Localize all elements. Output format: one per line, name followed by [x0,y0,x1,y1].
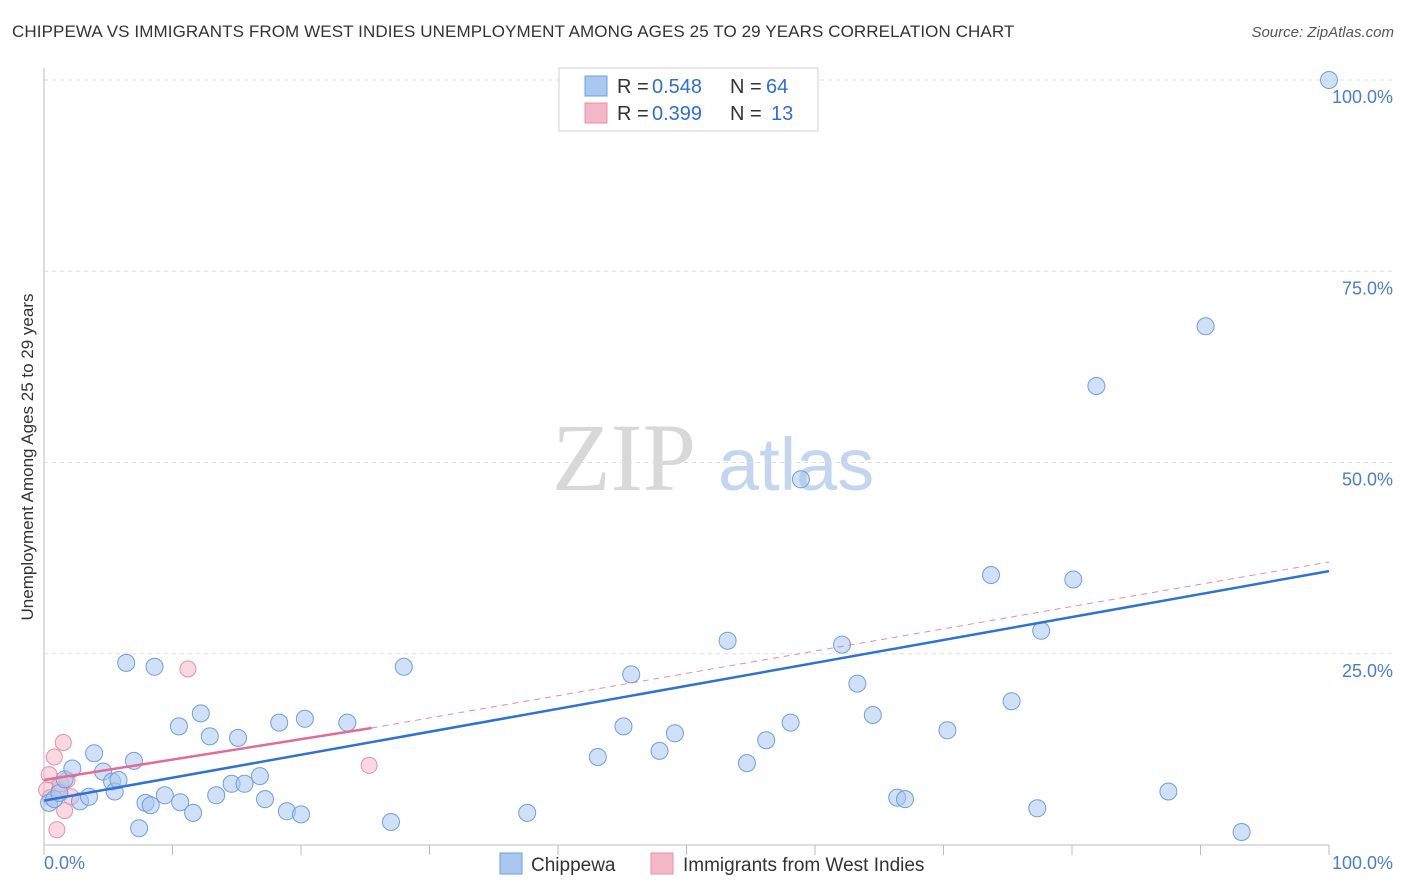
chippewa-point-7 [85,744,104,763]
chippewa-point-38 [588,748,607,766]
legend-n-label-west-indies: N = [730,103,762,125]
chippewa-point-33 [295,709,314,728]
y-tick-label-2: 75.0% [1342,278,1393,298]
chippewa-point-37 [518,803,537,822]
chippewa-point-19 [169,717,188,736]
west-indies-trend-line [43,726,372,782]
watermark: ZIP atlas [552,404,874,511]
chippewa-point-21 [184,803,203,822]
west-indies-point-12 [360,756,378,774]
chippewa-point-56 [1028,799,1047,818]
chippewa-point-42 [665,724,684,743]
legend-swatch-west-indies [584,102,608,124]
legend-r-label-chippewa: R = [617,76,649,98]
west-indies-point-4 [48,821,66,839]
axes [43,68,1330,855]
west-indies-point-8 [56,802,74,820]
y-tick-label-3: 100.0% [1332,87,1393,107]
chippewa-point-39 [614,717,633,736]
chippewa-point-32 [292,805,310,824]
chippewa-point-28 [250,767,269,786]
chippewa-point-61 [1196,317,1215,336]
chippewa-point-36 [394,657,413,676]
bottom-legend-swatch-west-indies [650,852,674,875]
chart-title: CHIPPEWA VS IMMIGRANTS FROM WEST INDIES … [12,22,1015,41]
chippewa-point-27 [235,774,254,793]
series-legend: Chippewa Immigrants from West Indies [499,852,924,876]
chippewa-point-59 [1087,377,1106,395]
chippewa-point-26 [229,728,247,747]
west-indies-point-7 [54,734,72,751]
y-axis-label: Unemployment Among Ages 25 to 29 years [18,294,37,621]
chippewa-point-55 [1002,692,1021,711]
gridlines [44,79,1395,655]
chippewa-point-29 [256,790,274,809]
west-indies-trend-extension [371,561,1330,729]
chippewa-point-60 [1159,782,1178,801]
chippewa-point-48 [833,635,851,654]
chippewa-point-12 [117,653,136,672]
y-tick-labels: 25.0% 50.0% 75.0% 100.0% [1332,87,1393,681]
chippewa-point-35 [382,813,400,831]
chippewa-point-63 [1320,71,1338,89]
legend-r-value-west-indies: 0.399 [652,103,702,125]
y-tick-label-1: 50.0% [1342,470,1393,490]
west-indies-point-3 [45,748,63,766]
chippewa-point-44 [737,754,756,773]
chippewa-point-24 [207,786,226,805]
x-tick-labels: 0.0% 100.0% [44,853,1393,873]
chippewa-point-47 [791,470,810,489]
chippewa-point-30 [270,713,289,732]
chippewa-point-62 [1232,823,1251,841]
bottom-legend-label-west-indies: Immigrants from West Indies [683,855,924,876]
chippewa-point-53 [938,721,957,740]
bottom-legend-swatch-chippewa [499,852,523,875]
west-indies-point-11 [179,660,197,678]
chippewa-point-52 [896,790,914,809]
series-chippewa [40,71,1338,841]
legend-n-value-west-indies: 13 [771,103,793,125]
chippewa-point-43 [718,631,737,650]
chippewa-point-20 [171,793,190,812]
watermark-atlas: atlas [718,423,874,506]
legend-n-value-chippewa: 64 [766,76,788,98]
y-tick-label-0: 25.0% [1342,661,1393,681]
chippewa-point-50 [863,706,882,724]
source-label: Source: ZipAtlas.com [1251,24,1394,41]
stats-legend: R = 0.548 N = 64 R = 0.399 N = 13 [558,67,819,132]
chippewa-point-22 [191,704,210,723]
chippewa-point-17 [145,657,164,676]
legend-n-label-chippewa: N = [730,76,762,98]
chippewa-point-14 [130,819,149,838]
bottom-legend-label-chippewa: Chippewa [531,855,616,876]
x-tick-label-max: 100.0% [1332,853,1393,873]
chippewa-point-16 [141,796,160,815]
chippewa-point-4 [63,759,82,778]
chippewa-point-18 [155,786,174,805]
chippewa-point-49 [848,674,867,693]
watermark-zip: ZIP [552,404,696,511]
legend-r-value-chippewa: 0.548 [652,76,702,98]
chippewa-point-41 [650,741,669,760]
chippewa-point-54 [982,566,1000,584]
trend-lines [43,561,1330,802]
chippewa-point-46 [781,713,800,732]
chippewa-point-58 [1064,570,1083,589]
legend-swatch-chippewa [584,75,608,97]
chippewa-point-45 [757,731,776,750]
legend-r-label-west-indies: R = [617,103,649,125]
chippewa-trend-line [43,569,1330,802]
chippewa-point-34 [338,713,357,732]
chippewa-point-23 [200,727,219,746]
x-tick-label-min: 0.0% [44,853,85,873]
chippewa-point-40 [622,665,641,684]
